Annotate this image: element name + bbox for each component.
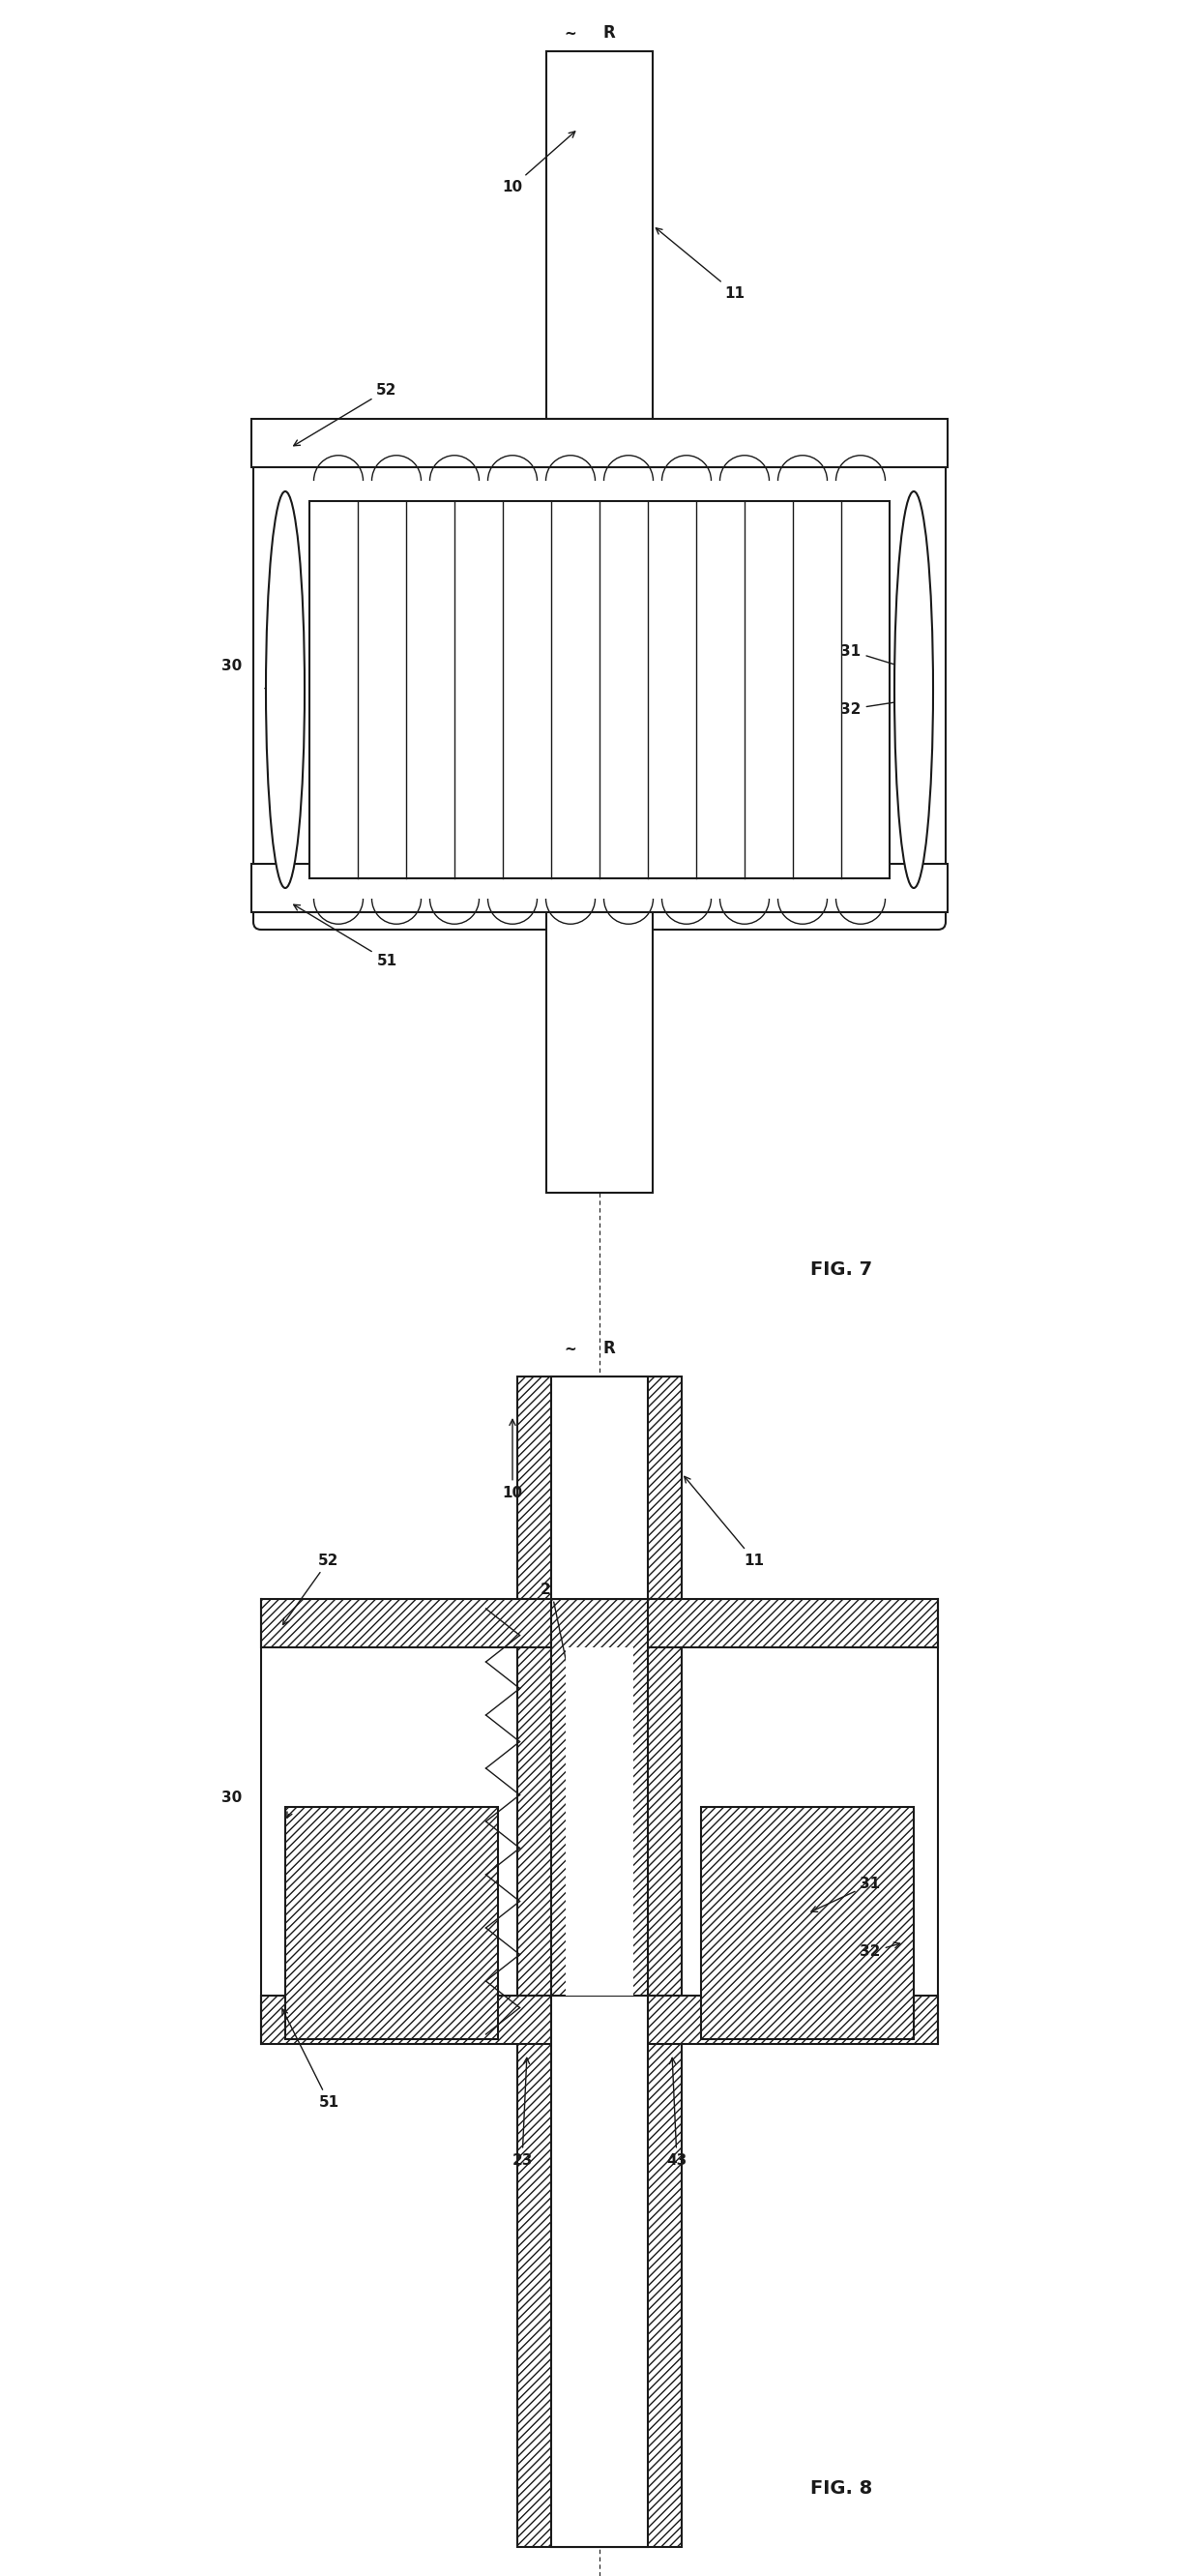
Text: 11: 11	[656, 229, 745, 301]
Bar	[701, 1806, 914, 2040]
Bar	[261, 1996, 938, 2043]
FancyBboxPatch shape	[253, 451, 946, 930]
Bar	[252, 863, 947, 912]
Text: 23: 23	[512, 2058, 532, 2166]
Bar	[261, 1600, 938, 1649]
Bar	[547, 863, 652, 1193]
Text: 52: 52	[294, 384, 397, 446]
Text: ~: ~	[565, 1342, 577, 1358]
Text: R: R	[603, 1340, 615, 1358]
Text: 31: 31	[840, 644, 910, 670]
Text: 43: 43	[667, 2058, 687, 2166]
Bar	[566, 1649, 633, 1996]
Text: 51: 51	[282, 2009, 339, 2110]
Ellipse shape	[894, 492, 933, 889]
Bar	[517, 1376, 682, 1600]
Bar	[517, 1600, 682, 2043]
Text: 51: 51	[294, 904, 397, 969]
Text: FIG. 8: FIG. 8	[811, 2481, 873, 2499]
Bar	[552, 1996, 647, 2548]
Text: 52: 52	[283, 1553, 339, 1625]
Bar	[517, 1996, 682, 2548]
Text: 32: 32	[840, 698, 910, 716]
Text: 21: 21	[589, 2058, 610, 2166]
Text: 31: 31	[812, 1878, 880, 1911]
Text: R: R	[603, 23, 615, 41]
Bar	[309, 502, 890, 878]
Text: 10: 10	[502, 131, 576, 193]
Text: ~: ~	[565, 28, 577, 41]
Text: 22: 22	[541, 1582, 601, 1819]
Text: 30: 30	[222, 659, 242, 672]
Bar	[552, 1600, 647, 2043]
Bar	[285, 1806, 498, 2040]
Text: 30: 30	[222, 1790, 242, 1806]
Bar	[552, 1376, 647, 1600]
Text: FIG. 7: FIG. 7	[811, 1260, 872, 1280]
Bar	[547, 52, 652, 420]
Text: 32: 32	[860, 1942, 900, 1960]
Text: 10: 10	[502, 1419, 523, 1499]
Ellipse shape	[266, 492, 305, 889]
Text: 11: 11	[685, 1476, 765, 1569]
Bar	[252, 420, 947, 466]
